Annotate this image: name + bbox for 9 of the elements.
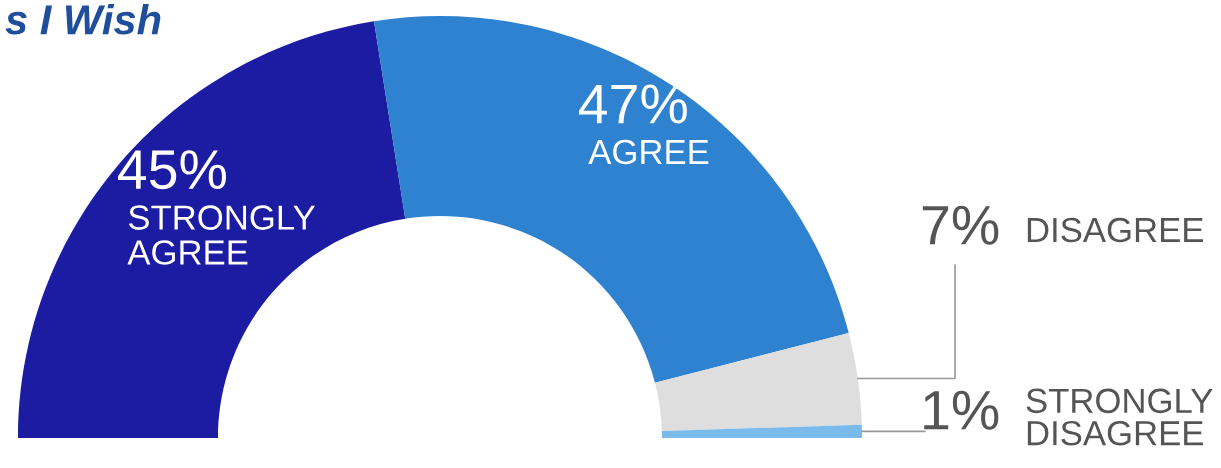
slice-label: STRONGLY DISAGREE — [1026, 388, 1213, 446]
data-label: 47% — [578, 84, 687, 124]
slice-label: STRONGLY AGREE — [127, 205, 316, 265]
data-label: 45% — [118, 150, 226, 190]
slice-label: AGREE — [588, 139, 709, 165]
slice-label: DISAGREE — [1027, 217, 1203, 243]
chart-title: s I Wish — [5, 4, 161, 35]
data-label: 7% — [922, 205, 999, 245]
data-label: 1% — [924, 390, 999, 430]
